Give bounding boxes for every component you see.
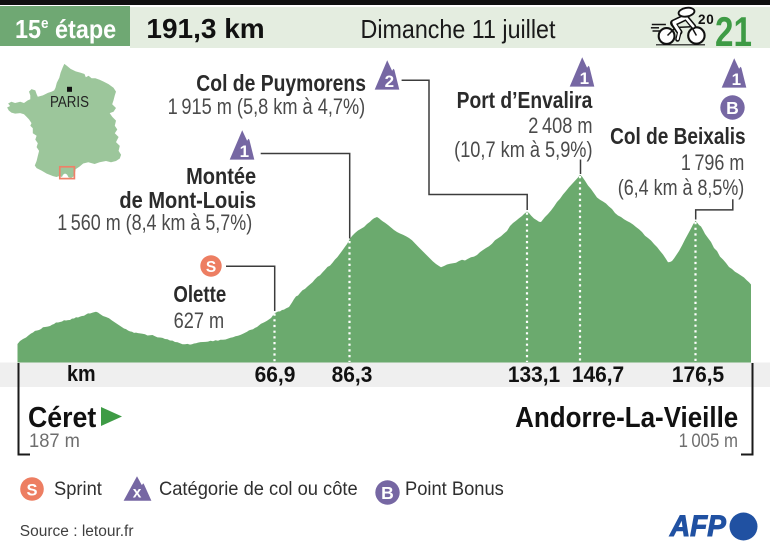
svg-text:x: x	[133, 485, 142, 502]
svg-text:B: B	[726, 98, 739, 118]
svg-text:1: 1	[240, 141, 249, 159]
svg-text:1: 1	[579, 69, 588, 87]
svg-text:S: S	[206, 259, 216, 276]
svg-text:2: 2	[385, 71, 394, 89]
svg-text:1: 1	[731, 70, 740, 88]
svg-text:S: S	[26, 481, 37, 499]
svg-text:B: B	[381, 483, 394, 503]
